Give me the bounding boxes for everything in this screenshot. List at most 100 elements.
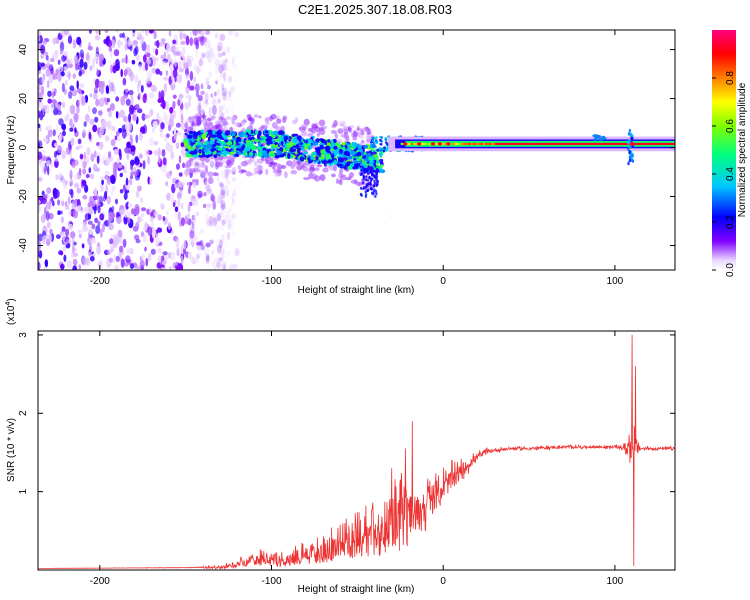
spectrogram-cell <box>446 142 451 146</box>
spectrogram-cell <box>229 151 235 155</box>
spectrogram-cell <box>226 95 230 102</box>
spectrogram-cell <box>233 140 236 147</box>
spectrogram-cell <box>38 35 41 42</box>
colorbar-tick-label: 0.8 <box>725 71 736 85</box>
spectrogram-cell <box>200 90 205 95</box>
spectrogram-cell <box>264 130 269 134</box>
spectrogram-cell <box>185 35 190 46</box>
spectrogram-cell <box>156 39 160 49</box>
spectrogram-cell <box>365 135 371 142</box>
spectrogram-cell <box>195 49 199 59</box>
spectrogram-cell <box>200 83 204 90</box>
spectrogram-cell <box>108 223 114 231</box>
spectrogram-cell <box>212 210 215 220</box>
spectrogram-x-tick-label: 0 <box>440 276 446 287</box>
spectrogram-cell <box>67 196 71 205</box>
spectrogram-cell <box>234 121 240 127</box>
spectrogram-cell <box>42 137 49 143</box>
spectrogram-cell <box>148 252 152 262</box>
spectrogram-cell <box>264 117 270 123</box>
spectrogram-cell <box>191 233 196 244</box>
spectrogram-cell <box>99 213 105 221</box>
spectrogram-cell <box>137 216 141 224</box>
spectrogram-cell <box>150 220 155 228</box>
spectrogram-cell <box>135 190 140 199</box>
spectrogram-cell <box>38 70 43 75</box>
spectrogram-cell <box>340 123 345 127</box>
spectrogram-cell <box>99 126 105 136</box>
spectrogram-cell <box>353 163 360 167</box>
spectrogram-cell <box>50 57 55 63</box>
spectrogram-cell <box>250 141 254 145</box>
spectrogram-cell <box>207 207 210 213</box>
spectrogram-cell <box>216 76 220 83</box>
spectrogram-cell <box>111 211 115 219</box>
spectrogram-cell <box>376 182 379 186</box>
spectrogram-cell <box>217 99 221 104</box>
spectrogram-cell <box>175 238 180 249</box>
spectrogram-cell <box>374 139 378 142</box>
spectrogram-cell <box>245 170 252 177</box>
spectrogram-cell <box>223 64 227 69</box>
spectrogram-cell <box>337 157 344 162</box>
colorbar-label: Normalized spectral amplitude <box>737 82 748 217</box>
spectrogram-cell <box>169 194 175 203</box>
spectrogram-cell <box>45 211 50 221</box>
spectrogram-cell <box>86 147 91 156</box>
spectrogram-cell <box>372 190 375 194</box>
spectrogram-cell <box>47 98 52 104</box>
spectrogram-cell <box>214 120 219 126</box>
spectrogram-cell <box>114 30 120 33</box>
spectrogram-cell <box>208 56 213 62</box>
spectrogram-cell <box>210 194 216 202</box>
spectrogram-cell <box>206 117 212 122</box>
spectrogram-cell <box>112 65 117 74</box>
spectrogram-cell <box>61 226 66 233</box>
spectrogram-cell <box>173 127 177 135</box>
spectrogram-cell <box>144 148 150 158</box>
spectrogram-cell <box>148 92 155 99</box>
spectrogram-cell <box>221 51 226 56</box>
spectrogram-cell <box>226 189 230 198</box>
spectrogram-cell <box>374 195 377 198</box>
spectrogram-cell <box>67 223 74 231</box>
spectrogram-cell <box>216 191 222 199</box>
spectrogram-cell <box>206 218 210 223</box>
spectrogram-cell <box>163 76 168 81</box>
spectrogram-cell <box>321 125 328 130</box>
spectrogram-cell <box>104 30 109 34</box>
spectrogram-cell <box>214 224 221 232</box>
spectrogram-cell <box>42 40 47 45</box>
spectrogram-cell <box>130 159 135 166</box>
colorbar-tick-label: 0.0 <box>725 263 736 277</box>
spectrogram-cell <box>68 91 73 99</box>
spectrogram-cell <box>162 215 166 222</box>
spectrogram-cell <box>299 156 305 162</box>
spectrogram-cell <box>353 179 358 185</box>
spectrogram-cell <box>70 137 75 146</box>
spectrogram-cell <box>242 134 248 138</box>
spectrogram-cell <box>119 152 122 161</box>
spectrogram-cell <box>61 177 65 184</box>
spectrogram-cell <box>138 64 143 72</box>
spectrogram-cell <box>232 63 238 69</box>
spectrogram-cell <box>58 250 63 256</box>
spectrogram-cell <box>221 235 228 243</box>
spectrogram-cell <box>133 234 140 241</box>
spectrogram-cell <box>175 236 179 242</box>
spectrogram-cell <box>110 125 116 132</box>
spectrogram-cell <box>331 153 335 159</box>
spectrogram-cell <box>246 113 251 119</box>
spectrogram-cell <box>110 64 113 74</box>
spectrogram-cell <box>170 251 176 261</box>
spectrogram-cell <box>168 30 172 37</box>
spectrogram-cell <box>195 211 200 217</box>
spectrogram-cell <box>131 59 136 65</box>
spectrogram-cell <box>197 193 201 199</box>
spectrogram-y-tick-label: 20 <box>18 93 29 105</box>
spectrogram-cell <box>148 206 152 214</box>
spectrogram-cell <box>188 157 194 162</box>
spectrogram-cell <box>185 94 191 99</box>
spectrogram-cell <box>193 135 198 140</box>
